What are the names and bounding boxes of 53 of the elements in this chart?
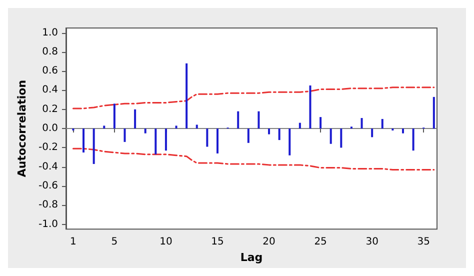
- bar: [371, 128, 374, 138]
- bar: [216, 128, 218, 154]
- y-tick-label: -0.8: [38, 200, 58, 211]
- y-tick-label: 0.0: [42, 123, 58, 134]
- bar: [258, 111, 260, 129]
- bar: [402, 128, 404, 134]
- bar: [309, 85, 312, 129]
- bar: [113, 104, 116, 129]
- bar: [298, 122, 301, 129]
- line-series: [72, 86, 435, 110]
- bar: [278, 128, 280, 140]
- bar: [144, 128, 146, 134]
- bar: [82, 128, 85, 152]
- y-tick-label: 0.8: [42, 46, 58, 58]
- bar: [186, 63, 188, 129]
- x-tick-label: 5: [111, 236, 118, 248]
- y-tick-label: -1.0: [38, 218, 58, 230]
- x-tick-label: 15: [211, 236, 224, 248]
- x-tick-label: 30: [366, 236, 378, 248]
- bar: [103, 126, 106, 129]
- bar: [340, 128, 342, 148]
- bar: [92, 128, 95, 164]
- y-tick-label: -0.4: [38, 161, 58, 172]
- bar: [175, 126, 178, 129]
- bar: [412, 128, 414, 151]
- x-tick-label: 10: [160, 236, 172, 248]
- bar: [432, 96, 435, 129]
- y-axis-title: Autocorrelation: [16, 80, 29, 178]
- x-tick-label: 25: [314, 236, 327, 248]
- line-series: [72, 148, 435, 170]
- bar: [206, 128, 208, 147]
- y-tick-label: -0.2: [38, 142, 58, 154]
- bar: [164, 128, 167, 151]
- y-tick-label: -0.6: [38, 180, 58, 192]
- x-tick-label: 20: [262, 236, 276, 248]
- bar: [134, 109, 136, 129]
- y-tick-label: 0.4: [42, 84, 58, 96]
- bar: [360, 118, 363, 129]
- bar: [288, 128, 291, 156]
- bar: [196, 124, 198, 129]
- bar: [247, 128, 250, 143]
- x-tick-label: 35: [417, 236, 430, 248]
- bar: [330, 128, 332, 144]
- x-tick-label: 1: [70, 236, 76, 248]
- y-tick-label: 0.6: [42, 66, 58, 77]
- bar: [154, 128, 157, 154]
- bar: [124, 128, 126, 142]
- bar: [320, 117, 322, 129]
- y-tick-label: 1.0: [42, 27, 58, 38]
- bar: [237, 111, 240, 129]
- y-tick-label: 0.2: [42, 104, 58, 115]
- x-axis-title: Lag: [240, 251, 263, 264]
- bar: [381, 118, 384, 129]
